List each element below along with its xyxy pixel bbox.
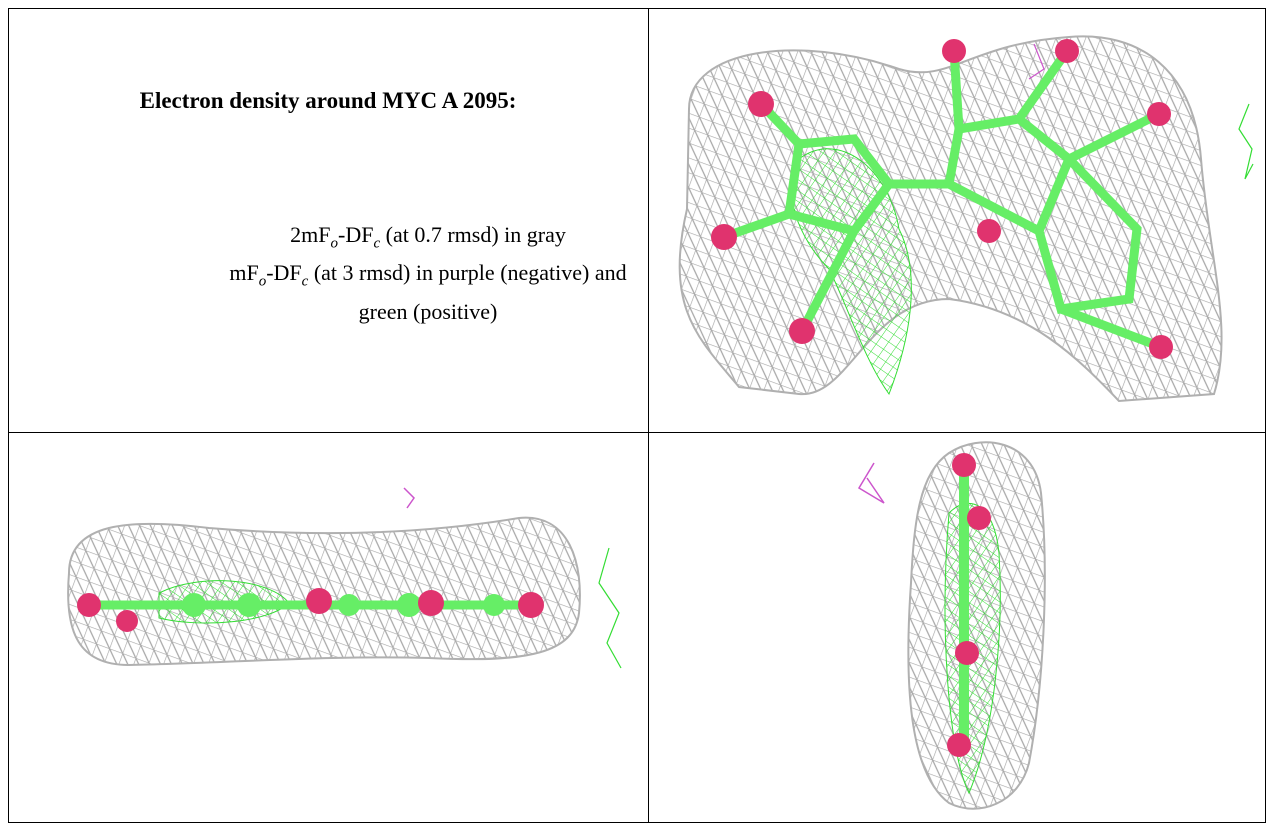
- oxygen-atoms: [77, 588, 544, 632]
- atom: [711, 224, 737, 250]
- atom: [1149, 335, 1173, 359]
- caption-line: mFo-DFc (at 3 rmsd) in purple (negative)…: [218, 258, 638, 325]
- subscript: c: [301, 273, 309, 290]
- negative-density: [403, 487, 415, 509]
- positive-density: [790, 148, 912, 396]
- caption-description: 2mFo-DFc (at 0.7 rmsd) in gray mFo-DFc (a…: [218, 220, 638, 326]
- negative-density: [1028, 43, 1045, 80]
- caption-text: mF: [229, 260, 259, 286]
- caption-line: 2mFo-DFc (at 0.7 rmsd) in gray: [218, 220, 638, 258]
- atom: [306, 588, 332, 614]
- atom: [338, 594, 360, 616]
- caption-text: (at 3 rmsd) in purple (negative) and gre…: [308, 260, 627, 324]
- atom: [789, 318, 815, 344]
- atom: [748, 91, 774, 117]
- molecule-bonds: [719, 46, 1166, 352]
- table-border: [8, 8, 1266, 823]
- caption-text: (at 0.7 rmsd) in gray: [380, 222, 566, 247]
- positive-density: [1238, 103, 1254, 180]
- subscript: c: [373, 235, 381, 252]
- atom: [952, 453, 976, 477]
- atom: [237, 593, 261, 617]
- atom: [942, 39, 966, 63]
- bond-path: [719, 46, 1166, 352]
- atom: [182, 593, 206, 617]
- atom: [397, 593, 421, 617]
- caption-text: -DF: [338, 222, 374, 247]
- atom: [955, 641, 979, 665]
- density-view-end: [857, 441, 1046, 810]
- density-view-top: [678, 35, 1254, 403]
- cell-divider: [8, 432, 1266, 433]
- atom: [977, 219, 1001, 243]
- atom: [967, 506, 991, 530]
- carbon-atoms: [182, 593, 505, 617]
- atom: [77, 593, 101, 617]
- subscript: o: [330, 235, 339, 252]
- negative-density: [857, 462, 885, 504]
- atom: [1147, 102, 1171, 126]
- caption-text: -DF: [266, 260, 302, 286]
- oxygen-atoms: [947, 453, 991, 757]
- positive-density: [598, 547, 622, 669]
- subscript: o: [258, 273, 267, 290]
- atom: [947, 733, 971, 757]
- atom: [483, 594, 505, 616]
- density-view-side: [67, 487, 622, 669]
- caption-text: 2mF: [290, 222, 331, 247]
- atom: [1055, 39, 1079, 63]
- cell-divider: [648, 8, 649, 823]
- atom: [418, 590, 444, 616]
- atom: [518, 592, 544, 618]
- oxygen-atoms: [711, 39, 1173, 359]
- atom: [116, 610, 138, 632]
- caption-title: Electron density around MYC A 2095:: [139, 88, 517, 113]
